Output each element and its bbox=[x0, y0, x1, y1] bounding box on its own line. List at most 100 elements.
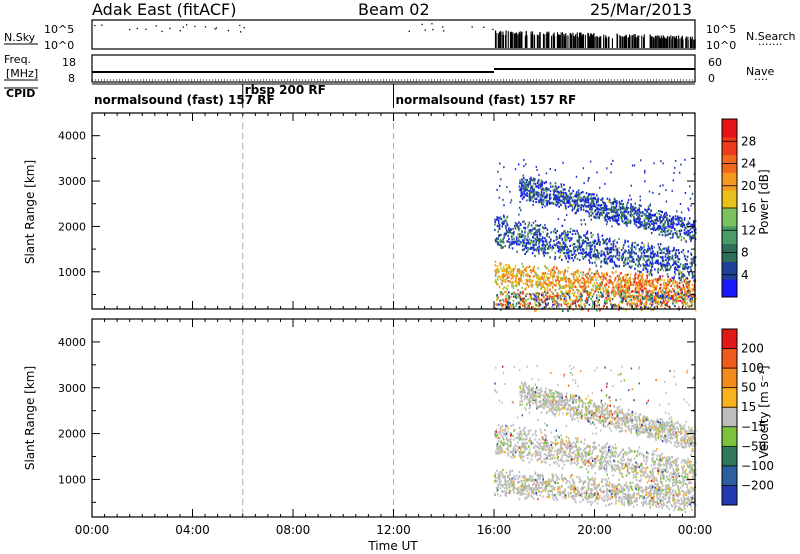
power-cell bbox=[676, 256, 679, 259]
power-cell bbox=[668, 263, 671, 266]
power-cell bbox=[674, 166, 676, 169]
power-cell bbox=[598, 215, 600, 218]
power-cell bbox=[622, 215, 624, 218]
power-cell bbox=[527, 302, 529, 305]
power-cell bbox=[547, 302, 549, 305]
power-cell bbox=[579, 305, 581, 308]
power-cell bbox=[527, 185, 530, 188]
power-cell bbox=[495, 282, 498, 285]
power-cell bbox=[632, 277, 635, 280]
power-cell bbox=[690, 294, 693, 297]
power-cell bbox=[576, 297, 578, 300]
power-cell bbox=[572, 300, 574, 303]
power-cell bbox=[615, 203, 618, 206]
power-cell bbox=[555, 279, 557, 282]
power-cell bbox=[550, 290, 553, 294]
nsearch-tick-top: 10^5 bbox=[706, 23, 736, 36]
power-cell bbox=[624, 278, 627, 281]
nsky-mark bbox=[593, 35, 595, 48]
power-cell bbox=[562, 270, 564, 273]
power-cell bbox=[651, 244, 653, 247]
power-cell bbox=[684, 298, 686, 301]
power-cell bbox=[665, 249, 668, 252]
nsky-mark bbox=[546, 33, 548, 48]
velocity-cell bbox=[541, 475, 544, 478]
power-cell bbox=[518, 235, 521, 238]
velocity-cell bbox=[517, 477, 519, 480]
power-cell bbox=[682, 267, 684, 270]
velocity-cell bbox=[535, 484, 537, 487]
power-cell bbox=[595, 288, 598, 291]
power-cell bbox=[542, 301, 545, 304]
power-cell bbox=[594, 205, 597, 208]
power-cell bbox=[584, 236, 587, 240]
power-cell bbox=[564, 243, 567, 246]
nsky-mark bbox=[579, 32, 581, 48]
power-cell bbox=[561, 258, 563, 261]
power-cell bbox=[641, 280, 644, 283]
power-cell bbox=[519, 182, 521, 185]
power-cell bbox=[501, 225, 504, 228]
power-cell bbox=[556, 229, 558, 233]
power-cell bbox=[522, 186, 524, 190]
power-cell bbox=[679, 292, 681, 295]
cpid-segment-label: normalsound (fast) 157 RF bbox=[396, 93, 577, 107]
power-cell bbox=[614, 285, 617, 288]
power-cell bbox=[634, 277, 637, 280]
power-cell bbox=[634, 263, 637, 266]
power-cell bbox=[580, 296, 582, 299]
power-cell bbox=[685, 240, 687, 243]
power-cell bbox=[569, 250, 572, 253]
power-cell bbox=[544, 252, 547, 255]
power-cell bbox=[675, 223, 677, 226]
power-cell bbox=[631, 206, 633, 209]
power-cell bbox=[539, 184, 542, 187]
power-cell bbox=[653, 296, 656, 299]
power-cell bbox=[507, 234, 509, 237]
power-cell bbox=[682, 283, 684, 287]
power-cell bbox=[519, 291, 522, 294]
power-cell bbox=[676, 266, 679, 269]
power-cell bbox=[636, 216, 639, 219]
power-cell bbox=[549, 193, 552, 196]
freq-tick-top: 18 bbox=[62, 56, 76, 69]
power-cell bbox=[678, 306, 680, 309]
power-cell bbox=[550, 274, 552, 277]
velocity-cell bbox=[662, 492, 665, 495]
power-cell bbox=[691, 283, 694, 286]
power-cell bbox=[595, 201, 598, 204]
power-cell bbox=[670, 276, 673, 280]
power-cell bbox=[566, 238, 568, 241]
power-cell bbox=[650, 295, 652, 298]
power-cell bbox=[644, 221, 646, 224]
power-cell bbox=[537, 241, 540, 244]
power-cell bbox=[595, 216, 597, 219]
power-cell bbox=[598, 257, 601, 260]
power-cell bbox=[661, 234, 664, 237]
power-cell bbox=[598, 299, 600, 302]
power-cell bbox=[542, 252, 545, 255]
nsky-mark bbox=[505, 30, 507, 48]
power-cell bbox=[524, 269, 527, 272]
power-cell bbox=[628, 249, 630, 252]
power-cell bbox=[555, 265, 558, 269]
power-cell bbox=[594, 240, 597, 243]
power-cell bbox=[549, 289, 551, 292]
power-cell bbox=[594, 209, 597, 211]
power-cell bbox=[560, 203, 562, 206]
nsky-mark bbox=[608, 37, 610, 48]
power-cell bbox=[510, 270, 512, 274]
power-cell bbox=[528, 278, 531, 281]
power-cell bbox=[604, 255, 607, 258]
power-cell bbox=[607, 290, 609, 293]
power-cell bbox=[543, 254, 545, 257]
power-cell bbox=[693, 220, 695, 223]
power-cell bbox=[554, 198, 556, 200]
power-cell bbox=[555, 267, 558, 270]
velocity-cell bbox=[502, 485, 504, 488]
nsky-series bbox=[94, 23, 696, 48]
power-cell bbox=[605, 271, 608, 274]
power-cell bbox=[669, 297, 672, 300]
power-ytick-label: 3000 bbox=[58, 175, 86, 188]
velocity-cell bbox=[627, 485, 630, 488]
